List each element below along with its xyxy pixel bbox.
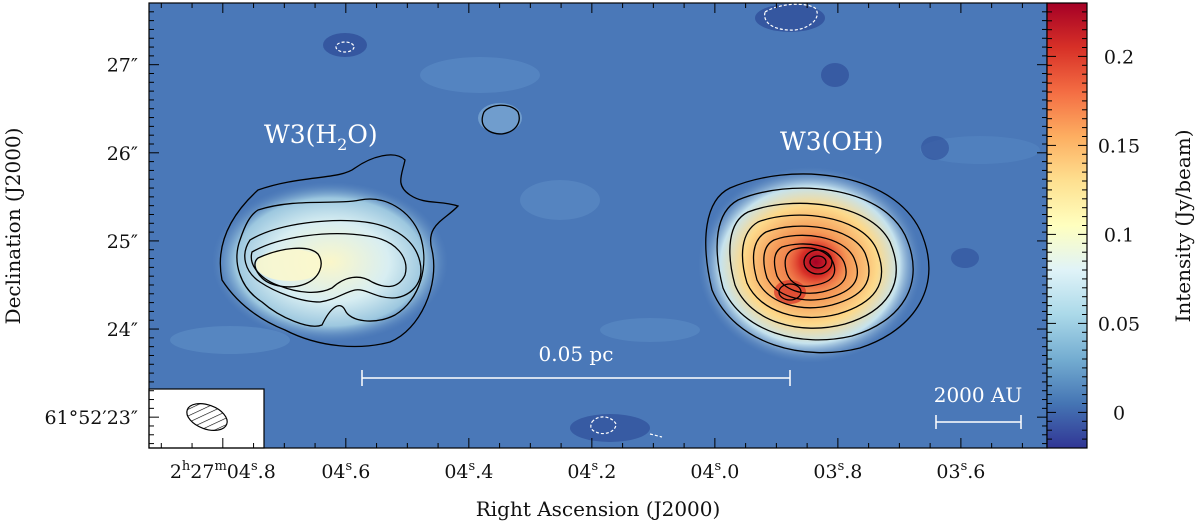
x-tick-labels: 2h27m04s.8 04s.6 04s.4 04s.2 04s.0 03s.8 03s.6 — [170, 459, 986, 483]
noise-patch — [170, 326, 290, 354]
x-axis-title: Right Ascension (J2000) — [476, 497, 721, 521]
noise-patch — [478, 103, 522, 133]
colorbar-tick-label: 0 — [1113, 402, 1125, 424]
y-axis-title: Declination (J2000) — [1, 128, 25, 325]
y-tick-label: 61°52′23″ — [45, 407, 138, 429]
contours-w3oh — [705, 173, 930, 354]
x-tick-label: 04s.0 — [690, 459, 739, 483]
colorbar: 0 0.05 0.1 0.15 0.2 Intensity (Jy/beam) — [1046, 2, 1195, 449]
colorbar-tick-label: 0.1 — [1104, 224, 1134, 246]
scalebar-pc-label: 0.05 pc — [539, 342, 614, 366]
beam-box — [148, 388, 265, 449]
negative-contours — [335, 3, 818, 438]
y-tick-labels: 27″ 26″ 25″ 24″ 61°52′23″ — [45, 55, 138, 429]
colorbar-title: Intensity (Jy/beam) — [1171, 129, 1195, 322]
w3h2o-peak — [256, 249, 324, 281]
y-tick-label: 24″ — [107, 319, 138, 341]
x-tick-label: 04s.4 — [444, 459, 493, 483]
label-w3oh: W3(OH) — [780, 127, 883, 156]
contours-other — [481, 104, 520, 135]
noise-patch — [920, 136, 1040, 164]
colorbar-tick-label: 0.15 — [1098, 135, 1140, 157]
contours-w3h2o — [219, 154, 460, 348]
y-tick-label: 26″ — [107, 143, 138, 165]
scalebar-au-label: 2000 AU — [934, 383, 1023, 407]
x-tick-label: 2h27m04s.8 — [170, 459, 276, 483]
axis-ticks — [149, 3, 1047, 448]
noise-patch — [570, 414, 650, 442]
intensity-map — [149, 3, 1047, 448]
colorbar-ticks — [1047, 2, 1087, 440]
noise-patch — [600, 318, 700, 342]
noise-patch — [420, 57, 540, 93]
y-tick-label: 27″ — [107, 55, 138, 77]
noise-patch — [921, 136, 949, 160]
colorbar-tick-labels: 0 0.05 0.1 0.15 0.2 — [1098, 46, 1140, 424]
label-w3h2o: W3(H2O) — [264, 120, 378, 154]
y-tick-label: 25″ — [107, 231, 138, 253]
scalebar-au: 2000 AU — [934, 383, 1023, 429]
x-tick-label: 04s.2 — [567, 459, 616, 483]
noise-patch — [323, 33, 367, 57]
beam-ellipse — [186, 403, 228, 431]
x-tick-label: 03s.8 — [813, 459, 862, 483]
w3h2o-emission — [212, 182, 448, 342]
colorbar-tick-label: 0.2 — [1104, 46, 1134, 68]
noise-patch — [951, 248, 979, 268]
colorbar-gradient — [1046, 2, 1088, 449]
colorbar-tick-label: 0.05 — [1098, 313, 1140, 335]
x-tick-label: 03s.6 — [936, 459, 985, 483]
noise-patch — [520, 180, 600, 220]
x-tick-label: 04s.6 — [321, 459, 370, 483]
noise-patch — [821, 63, 849, 87]
scalebar-pc: 0.05 pc — [361, 342, 791, 386]
noise-patch — [755, 4, 825, 32]
